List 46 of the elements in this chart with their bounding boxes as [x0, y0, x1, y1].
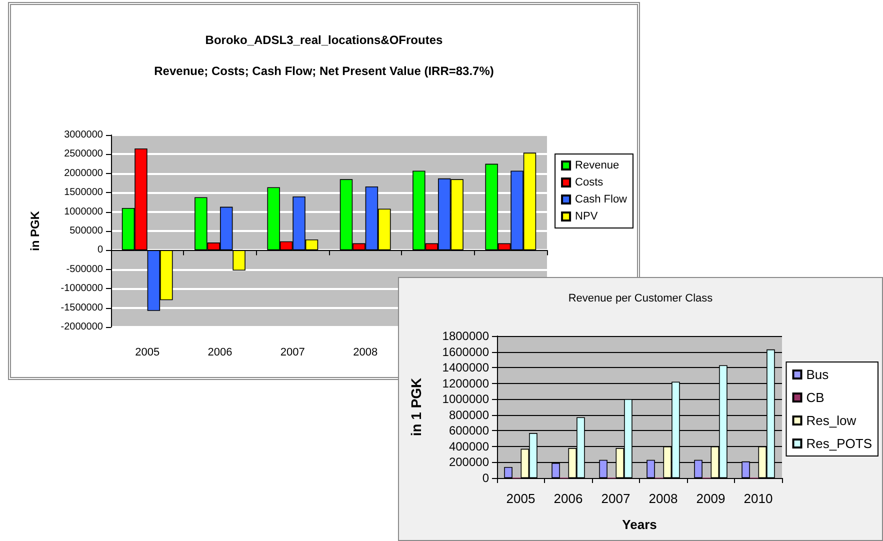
x-tick-label: 2006 [554, 491, 583, 506]
chart-subtitle: Revenue; Costs; Cash Flow; Net Present Value (IRR=83.7%) [154, 64, 494, 78]
y-tick-label: 600000 [448, 424, 490, 438]
chart-title: Revenue per Customer Class [568, 292, 714, 304]
bar [504, 466, 512, 478]
y-tick-label: 2500000 [64, 148, 104, 160]
y-tick-label: 1200000 [442, 376, 490, 390]
y-tick-label: 1500000 [64, 187, 104, 198]
x-tick-label: 2006 [208, 346, 232, 358]
y-tick-label: 200000 [448, 455, 490, 470]
y-tick-label: -2000000 [60, 322, 104, 332]
y-tick-label: -500000 [66, 264, 104, 275]
legend-label: Res_POTS [806, 436, 872, 451]
y-axis-title: in 1 PGK [408, 378, 424, 436]
chart-title: Boroko_ADSL3_real_locations&OFroutes [205, 33, 444, 47]
y-tick-label: 500000 [70, 226, 104, 236]
legend-label: Revenue [575, 160, 620, 172]
legend-label: NPV [575, 210, 598, 222]
y-tick-label: -1000000 [60, 283, 104, 294]
y-axis-title: in PGK [28, 210, 42, 252]
x-tick-label: 2008 [353, 346, 378, 358]
x-tick-label: 2005 [506, 491, 536, 506]
y-tick-label: 3000000 [64, 130, 104, 140]
y-tick-label: 400000 [448, 439, 490, 454]
y-tick-label: 1800000 [442, 329, 490, 343]
x-tick-label: 2005 [135, 346, 160, 358]
legend-label: Costs [575, 176, 604, 188]
x-tick-label: 2009 [696, 491, 726, 506]
legend-label: CB [806, 390, 824, 405]
x-axis-title: Years [622, 517, 657, 532]
legend-label: Res_low [806, 413, 857, 428]
x-tick-label: 2007 [280, 346, 305, 358]
legend-label: Bus [806, 367, 830, 382]
x-tick-label: 2010 [744, 491, 773, 506]
y-tick-label: 1000000 [64, 206, 104, 218]
y-tick-label: 1600000 [442, 344, 490, 359]
x-tick-label: 2008 [648, 491, 678, 506]
legend-label: Cash Flow [575, 194, 628, 206]
y-tick-label: 2000000 [64, 168, 104, 179]
y-tick-label: 0 [482, 471, 490, 485]
y-tick-label: -1500000 [60, 302, 104, 314]
y-tick-label: 800000 [448, 408, 490, 422]
y-tick-label: 1000000 [442, 392, 490, 406]
y-tick-label: 0 [97, 244, 104, 256]
y-tick-label: 1400000 [442, 360, 490, 375]
x-tick-label: 2007 [601, 491, 630, 506]
